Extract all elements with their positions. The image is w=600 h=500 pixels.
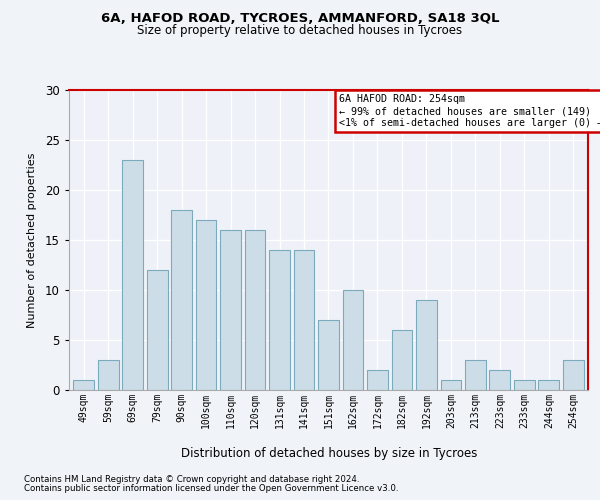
Text: 6A, HAFOD ROAD, TYCROES, AMMANFORD, SA18 3QL: 6A, HAFOD ROAD, TYCROES, AMMANFORD, SA18… xyxy=(101,12,499,26)
Bar xyxy=(98,360,119,390)
Bar xyxy=(269,250,290,390)
Bar xyxy=(147,270,167,390)
Bar xyxy=(196,220,217,390)
Bar xyxy=(245,230,265,390)
Bar xyxy=(563,360,584,390)
Bar xyxy=(73,380,94,390)
Bar xyxy=(392,330,412,390)
Text: Size of property relative to detached houses in Tycroes: Size of property relative to detached ho… xyxy=(137,24,463,37)
Bar xyxy=(416,300,437,390)
Bar xyxy=(171,210,192,390)
Bar xyxy=(293,250,314,390)
Y-axis label: Number of detached properties: Number of detached properties xyxy=(27,152,37,328)
Bar xyxy=(440,380,461,390)
Bar xyxy=(343,290,364,390)
Text: Contains HM Land Registry data © Crown copyright and database right 2024.: Contains HM Land Registry data © Crown c… xyxy=(24,475,359,484)
Bar xyxy=(220,230,241,390)
Text: Distribution of detached houses by size in Tycroes: Distribution of detached houses by size … xyxy=(181,448,477,460)
Text: 6A HAFOD ROAD: 254sqm
← 99% of detached houses are smaller (149)
<1% of semi-det: 6A HAFOD ROAD: 254sqm ← 99% of detached … xyxy=(339,94,600,128)
Bar xyxy=(367,370,388,390)
Text: Contains public sector information licensed under the Open Government Licence v3: Contains public sector information licen… xyxy=(24,484,398,493)
Bar xyxy=(514,380,535,390)
Bar xyxy=(465,360,486,390)
Bar xyxy=(318,320,339,390)
Bar xyxy=(122,160,143,390)
Bar xyxy=(538,380,559,390)
Bar xyxy=(490,370,510,390)
